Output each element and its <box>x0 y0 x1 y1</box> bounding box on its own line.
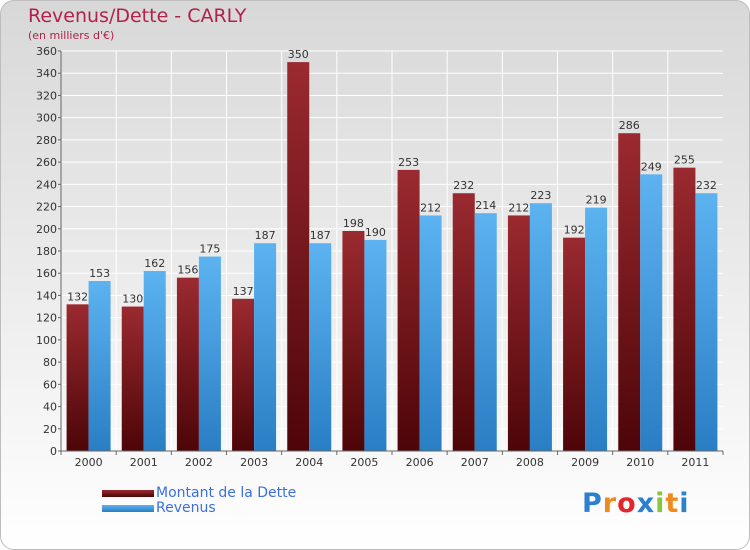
y-tick-label: 300 <box>36 112 57 125</box>
data-label-revenue: 153 <box>89 267 110 280</box>
bar-debt <box>342 231 365 451</box>
logo-letter: r <box>602 488 618 519</box>
x-tick-label: 2004 <box>295 456 323 469</box>
logo-letter: x <box>636 488 656 519</box>
bar-revenue <box>474 213 497 451</box>
legend-label-debt: Montant de la Dette <box>156 485 297 501</box>
y-tick-label: 180 <box>36 245 57 258</box>
x-tick-label: 2007 <box>461 456 489 469</box>
bar-revenue <box>198 256 221 451</box>
bar-revenue <box>364 239 387 451</box>
y-tick-label: 320 <box>36 89 57 102</box>
chart-title: Revenus/Dette - CARLY <box>28 5 247 27</box>
logo-letter: t <box>665 488 680 519</box>
logo-letter: i <box>655 488 666 519</box>
bar-revenue <box>529 203 552 451</box>
data-label-revenue: 190 <box>365 226 386 239</box>
bars-layer <box>66 62 718 452</box>
axes-layer <box>58 50 724 455</box>
legend-swatch-revenue <box>102 505 154 512</box>
data-label-debt: 132 <box>67 290 88 303</box>
x-tick-label: 2009 <box>571 456 599 469</box>
data-label-debt: 286 <box>619 119 640 132</box>
bar-debt <box>563 237 586 451</box>
data-label-revenue: 232 <box>696 179 717 192</box>
bar-revenue <box>695 193 718 451</box>
y-tick-label: 360 <box>36 45 57 58</box>
x-tick-label: 2005 <box>350 456 378 469</box>
bar-debt <box>507 215 530 451</box>
x-tick-label: 2010 <box>626 456 654 469</box>
bar-revenue <box>254 243 277 451</box>
y-tick-label: 260 <box>36 156 57 169</box>
data-label-revenue: 214 <box>475 199 496 212</box>
data-label-revenue: 187 <box>255 229 276 242</box>
x-tick-label: 2011 <box>681 456 709 469</box>
bar-revenue <box>585 207 608 451</box>
y-tick-label: 280 <box>36 134 57 147</box>
data-label-debt: 130 <box>122 293 143 306</box>
legend-label-revenue: Revenus <box>156 500 216 516</box>
legend-swatch-debt <box>102 490 154 497</box>
data-label-debt: 350 <box>288 48 309 61</box>
x-tick-label: 2000 <box>75 456 103 469</box>
data-label-debt: 212 <box>508 201 529 214</box>
y-tick-label: 40 <box>43 401 57 414</box>
y-tick-label: 100 <box>36 334 57 347</box>
bar-revenue <box>419 215 442 451</box>
y-tick-label: 60 <box>43 378 57 391</box>
bar-debt <box>452 193 475 451</box>
data-label-revenue: 219 <box>586 194 607 207</box>
data-label-revenue: 249 <box>641 160 662 173</box>
y-tick-label: 0 <box>50 445 57 458</box>
data-label-debt: 192 <box>564 224 585 237</box>
labels-layer: 0 20 40 60 80 100 120 140 160 180 200 220 240 260 280 3… <box>36 45 717 469</box>
y-tick-label: 340 <box>36 67 57 80</box>
x-tick-label: 2006 <box>406 456 434 469</box>
x-tick-label: 2002 <box>185 456 213 469</box>
y-tick-label: 240 <box>36 178 57 191</box>
bar-revenue <box>143 271 166 451</box>
chart-subtitle: (en milliers d'€) <box>28 29 115 42</box>
bar-revenue <box>309 243 332 451</box>
logo-letter: i <box>679 488 690 519</box>
logo-letter: o <box>617 488 637 519</box>
bar-debt <box>121 306 144 451</box>
data-label-debt: 232 <box>453 179 474 192</box>
y-tick-label: 200 <box>36 223 57 236</box>
bar-debt <box>618 133 641 451</box>
proxiti-logo: Proxiti <box>582 488 690 519</box>
bar-debt <box>66 304 89 451</box>
bar-revenue <box>88 281 111 451</box>
bar-debt <box>287 62 310 451</box>
x-tick-label: 2008 <box>516 456 544 469</box>
x-tick-label: 2003 <box>240 456 268 469</box>
bar-revenue <box>640 174 663 452</box>
y-tick-label: 80 <box>43 356 57 369</box>
y-tick-label: 120 <box>36 312 57 325</box>
bar-debt <box>397 169 420 451</box>
data-label-revenue: 187 <box>310 229 331 242</box>
bar-debt <box>673 167 696 451</box>
bar-debt <box>176 277 199 451</box>
data-label-revenue: 162 <box>144 257 165 270</box>
data-label-debt: 198 <box>343 217 364 230</box>
y-tick-label: 20 <box>43 423 57 436</box>
data-label-revenue: 223 <box>530 189 551 202</box>
data-label-revenue: 212 <box>420 201 441 214</box>
logo-letter: P <box>582 488 603 519</box>
x-tick-label: 2001 <box>130 456 158 469</box>
y-tick-label: 140 <box>36 289 57 302</box>
data-label-debt: 137 <box>233 285 254 298</box>
data-label-revenue: 175 <box>199 243 220 256</box>
bar-debt <box>232 298 255 451</box>
y-tick-label: 160 <box>36 267 57 280</box>
y-tick-label: 220 <box>36 201 57 214</box>
data-label-debt: 253 <box>398 156 419 169</box>
grid-layer <box>61 50 723 452</box>
data-label-debt: 255 <box>674 154 695 167</box>
data-label-debt: 156 <box>177 264 198 277</box>
